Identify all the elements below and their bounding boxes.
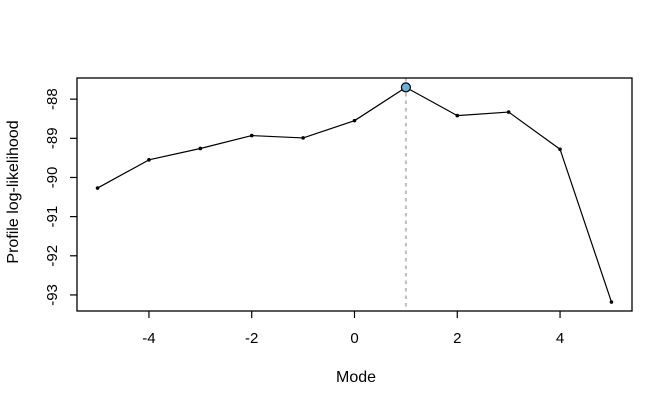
data-point — [558, 147, 562, 152]
x-tick-label: 2 — [453, 330, 461, 347]
data-point — [249, 133, 254, 138]
data-point — [95, 186, 100, 190]
x-axis-title: Mode — [335, 369, 377, 386]
data-point — [301, 136, 305, 140]
y-axis-title: Profile log-likelihood — [5, 120, 22, 264]
y-tick-label: -88 — [44, 88, 61, 110]
data-point — [352, 118, 357, 123]
data-point — [198, 146, 203, 151]
data-point — [147, 158, 151, 162]
highlight-point — [400, 82, 411, 93]
y-tick-label: -93 — [44, 284, 61, 306]
data-point — [455, 113, 460, 118]
x-tick-label: 0 — [350, 330, 358, 347]
y-tick-label: -92 — [44, 245, 61, 267]
y-tick-label: -90 — [44, 167, 61, 189]
x-tick-label: -2 — [245, 330, 258, 347]
plot-box — [76, 77, 633, 312]
x-tick-label: 4 — [556, 330, 564, 347]
data-point — [609, 300, 614, 304]
data-point — [506, 110, 511, 114]
y-tick-label: -91 — [44, 206, 61, 228]
x-tick-label: -4 — [142, 330, 155, 347]
y-tick-label: -89 — [44, 127, 61, 149]
